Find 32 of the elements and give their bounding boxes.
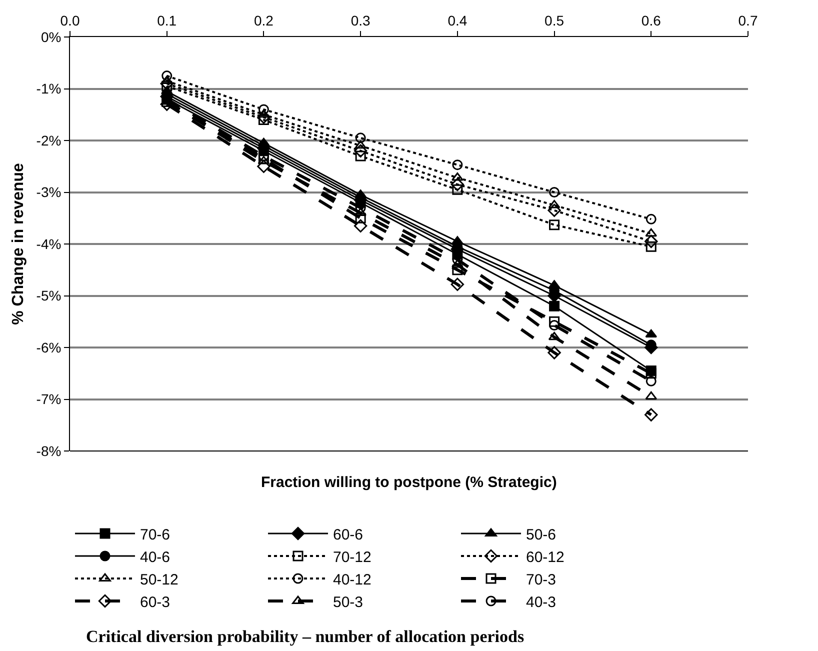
y-tick-label: -5% <box>36 288 62 304</box>
text: Critical diversion probability – number of allocation periods <box>86 627 524 646</box>
y-tick-label: -4% <box>36 236 62 252</box>
legend-label: 40-6 <box>140 548 170 566</box>
legend-label: 50-3 <box>333 594 364 611</box>
x-tick-label: 0.5 <box>544 12 564 28</box>
x-tick-label: 0.6 <box>641 12 662 28</box>
x-tick-label: 0.2 <box>254 12 274 28</box>
y-tick-label: -8% <box>36 442 62 459</box>
legend-label: 70-12 <box>333 548 372 566</box>
x-tick-label: 0.3 <box>350 12 371 28</box>
y-tick-label: -1% <box>36 80 62 97</box>
legend-label: 60-12 <box>526 548 564 566</box>
y-tick-label: -6% <box>36 339 62 356</box>
x-tick-label: 0.7 <box>738 12 758 28</box>
x-tick-label: 0.1 <box>157 12 177 28</box>
y-tick-label: -7% <box>36 391 62 408</box>
legend-label: 70-6 <box>140 526 170 544</box>
y-axis-title: % Change in revenue <box>10 162 28 325</box>
x-tick-label: 0.4 <box>448 12 468 28</box>
legend-label: 40-12 <box>333 571 372 588</box>
y-tick-label: 0% <box>40 28 62 45</box>
legend-label: 40-3 <box>526 594 556 611</box>
legend-label: 70-3 <box>526 571 556 588</box>
legend-label: 60-3 <box>140 594 170 611</box>
legend-label: 50-12 <box>140 571 178 588</box>
legend-label: 60-6 <box>333 526 364 544</box>
y-tick-label: -3% <box>36 184 62 200</box>
legend-label: 50-6 <box>526 526 556 544</box>
x-axis-title: Fraction willing to postpone (% Strategic) <box>261 474 557 491</box>
y-tick-label: -2% <box>36 132 62 148</box>
x-tick-label: 0.0 <box>60 12 80 28</box>
